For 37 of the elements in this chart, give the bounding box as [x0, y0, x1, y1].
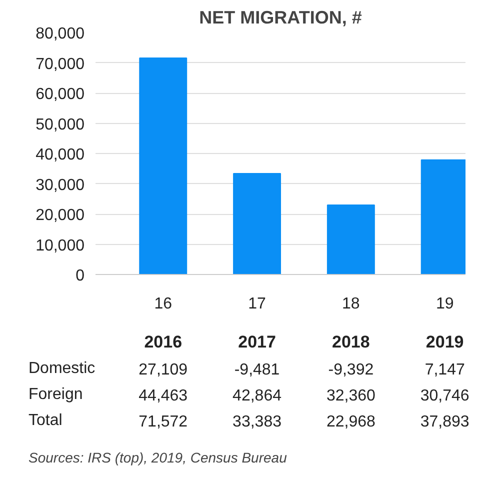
data-label: 33,383 [232, 414, 282, 430]
chart-title: NET MIGRATION, # [199, 8, 362, 28]
y-tick-label: 40,000 [36, 146, 85, 164]
y-tick-label: 20,000 [36, 207, 85, 224]
bar [139, 57, 188, 274]
text: Total [28, 412, 62, 429]
data-label: 37,893 [420, 414, 470, 430]
data-label: 22,968 [326, 414, 376, 430]
text: 7,147 [424, 362, 465, 378]
x-tick-label: 18 [342, 296, 360, 312]
bar [233, 173, 281, 274]
y-tick-label: 70,000 [36, 56, 85, 73]
bar [326, 204, 375, 274]
text: 30,746 [420, 388, 470, 404]
y-tick-label: 30,000 [36, 176, 85, 194]
x-tick-label: 19 [436, 296, 454, 312]
text: -9,481 [234, 362, 280, 378]
text: 27,109 [138, 362, 188, 378]
y-tick-label: 0 [76, 268, 85, 284]
text: 2016 [144, 332, 182, 352]
text: 2017 [238, 332, 276, 352]
y-tick-label: 10,000 [36, 237, 85, 254]
text: 2019 [426, 332, 464, 352]
y-tick-label: 80,000 [36, 26, 85, 42]
y-tick-label: 50,000 [36, 116, 85, 134]
text: 44,463 [138, 388, 188, 404]
data-label: 71,572 [138, 414, 188, 430]
source-note: Sources: IRS (top), 2019, Census Bureau [28, 450, 288, 466]
text: -9,392 [328, 362, 374, 378]
text: 42,864 [232, 388, 282, 404]
text: Foreign [28, 386, 83, 403]
y-tick-label: 60,000 [36, 86, 85, 103]
x-tick-label: 17 [248, 296, 266, 312]
text: 32,360 [326, 388, 376, 404]
text: 2018 [332, 332, 370, 352]
text: Domestic [28, 360, 96, 377]
x-tick-label: 16 [154, 296, 172, 312]
